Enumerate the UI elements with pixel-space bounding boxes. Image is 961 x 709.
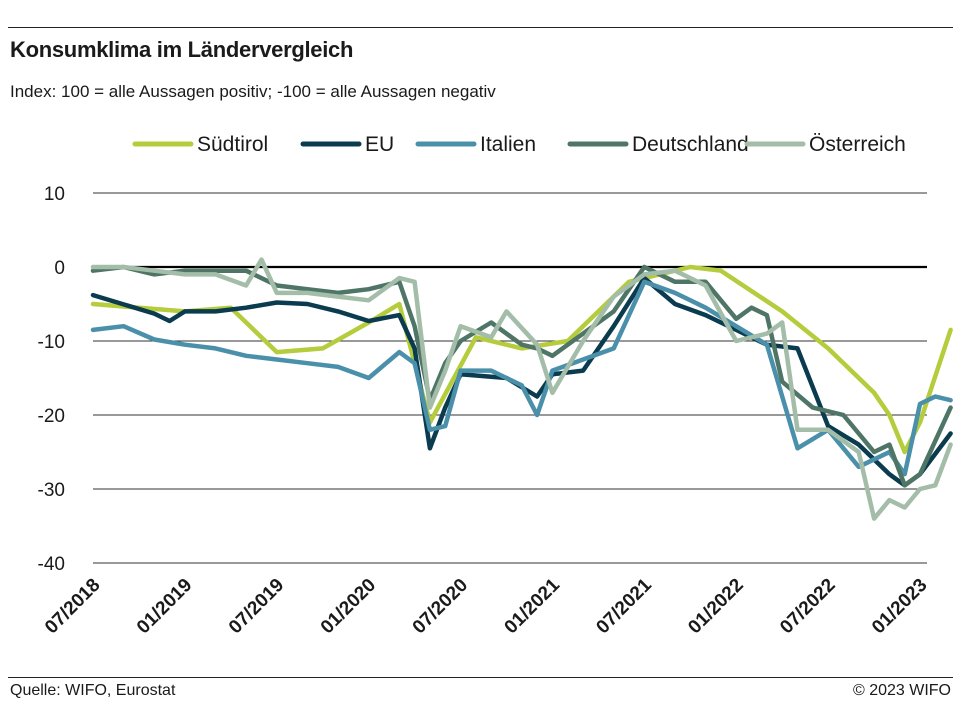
copyright-note: © 2023 WIFO	[852, 682, 951, 699]
x-tick-label: 01/2021	[501, 574, 565, 638]
legend-label: EU	[365, 133, 394, 156]
legend-label: Österreich	[809, 133, 906, 156]
series-lines	[90, 257, 953, 521]
x-axis: 07/2018 01/2019 07/2019 01/2020 07/2020 01/20…	[41, 574, 931, 638]
y-tick-label: 0	[54, 258, 65, 279]
series-line-italien	[90, 279, 953, 477]
y-tick-label: 10	[44, 184, 65, 205]
series-line-österreich	[90, 257, 953, 521]
legend: Südtirol EU Italien Deutschland Österreich	[132, 133, 906, 156]
chart-title: Konsumklima im Ländervergleich	[10, 37, 354, 62]
x-tick-label: 07/2019	[225, 575, 288, 638]
series-line-deutschland	[90, 264, 953, 488]
x-tick-label: 07/2018	[41, 575, 104, 638]
bottom-rule	[8, 677, 953, 678]
y-axis: 10 0 -10 -20 -30 -40	[38, 184, 65, 575]
y-tick-label: -10	[38, 332, 65, 353]
y-tick-label: -30	[38, 480, 65, 501]
x-tick-label: 01/2022	[684, 575, 747, 638]
source-note: Quelle: WIFO, Eurostat	[10, 682, 176, 699]
x-tick-label: 01/2019	[133, 575, 196, 638]
y-tick-label: -40	[38, 554, 65, 575]
line-chart: Südtirol EU Italien Deutschland Österreich 1…	[38, 133, 953, 638]
series-line-südtirol	[90, 264, 953, 455]
chart-subtitle: Index: 100 = alle Aussagen positiv; -100…	[10, 82, 496, 101]
x-tick-label: 01/2020	[317, 575, 380, 638]
series-line-eu	[90, 275, 953, 488]
top-rule	[8, 27, 953, 28]
legend-label: Südtirol	[197, 133, 268, 156]
x-tick-label: 01/2023	[868, 575, 931, 638]
legend-label: Italien	[480, 133, 536, 156]
legend-label: Deutschland	[632, 133, 749, 156]
x-tick-label: 07/2022	[776, 575, 839, 638]
x-tick-label: 07/2021	[592, 574, 656, 638]
x-tick-label: 07/2020	[409, 575, 472, 638]
y-tick-label: -20	[38, 406, 65, 427]
